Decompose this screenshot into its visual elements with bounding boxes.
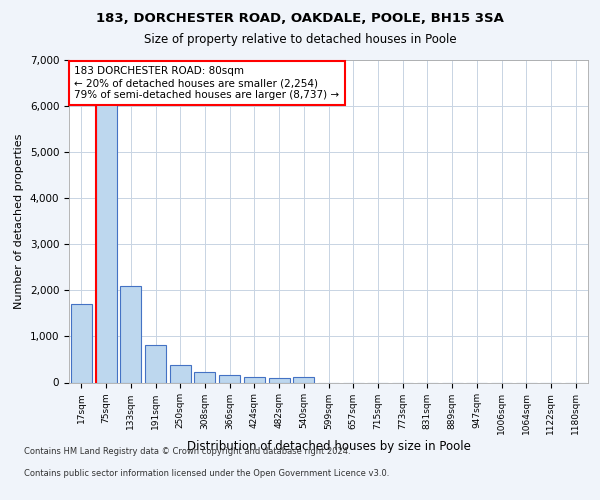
X-axis label: Distribution of detached houses by size in Poole: Distribution of detached houses by size …	[187, 440, 470, 453]
Text: Size of property relative to detached houses in Poole: Size of property relative to detached ho…	[143, 32, 457, 46]
Bar	[219, 375, 240, 382]
Bar	[95, 83, 116, 382]
Bar	[293, 376, 314, 382]
Bar	[145, 344, 166, 383]
Text: 183, DORCHESTER ROAD, OAKDALE, POOLE, BH15 3SA: 183, DORCHESTER ROAD, OAKDALE, POOLE, BH…	[96, 12, 504, 26]
Bar	[194, 372, 215, 382]
Text: Contains public sector information licensed under the Open Government Licence v3: Contains public sector information licen…	[24, 469, 389, 478]
Bar	[170, 365, 191, 382]
Bar	[269, 378, 290, 382]
Text: 183 DORCHESTER ROAD: 80sqm
← 20% of detached houses are smaller (2,254)
79% of s: 183 DORCHESTER ROAD: 80sqm ← 20% of deta…	[74, 66, 340, 100]
Y-axis label: Number of detached properties: Number of detached properties	[14, 134, 24, 309]
Bar	[244, 376, 265, 382]
Text: Contains HM Land Registry data © Crown copyright and database right 2024.: Contains HM Land Registry data © Crown c…	[24, 448, 350, 456]
Bar	[71, 304, 92, 382]
Bar	[120, 286, 141, 382]
